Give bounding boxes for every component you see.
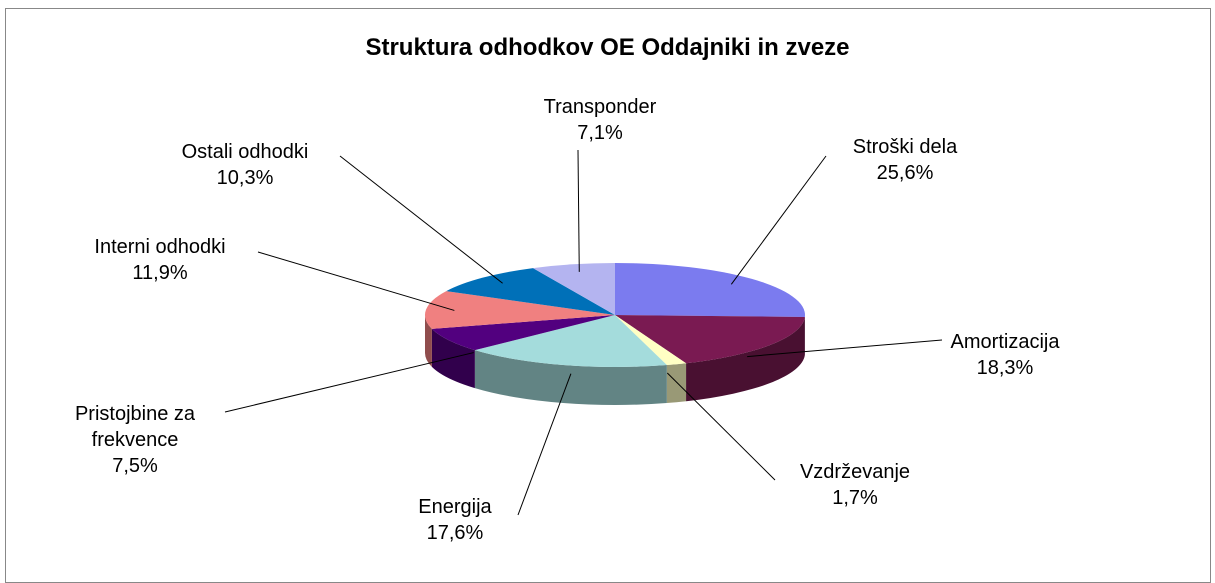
label-text: Vzdrževanje <box>800 459 910 485</box>
label-text: 7,5% <box>40 453 230 479</box>
label-text: Interni odhodki <box>94 234 225 260</box>
label-text: Pristojbine za frekvence <box>40 401 230 453</box>
label-text: 17,6% <box>418 520 491 546</box>
label-text: 25,6% <box>853 160 958 186</box>
label-text: 1,7% <box>800 485 910 511</box>
label-text: Amortizacija <box>951 329 1060 355</box>
label-text: Transponder <box>544 94 657 120</box>
label-text: 10,3% <box>182 165 309 191</box>
leader-line <box>578 150 579 272</box>
leader-line <box>258 252 454 310</box>
slice <box>615 263 805 317</box>
label-text: 18,3% <box>951 355 1060 381</box>
label-text: Stroški dela <box>853 134 958 160</box>
leader-line <box>225 353 474 412</box>
label-text: 7,1% <box>544 120 657 146</box>
leader-line <box>731 156 826 284</box>
label-text: 11,9% <box>94 260 225 286</box>
label-text: Ostali odhodki <box>182 139 309 165</box>
slice-side <box>667 363 686 403</box>
leader-line <box>340 156 503 283</box>
chart-title: Struktura odhodkov OE Oddajniki in zveze <box>0 34 1215 62</box>
label-text: Energija <box>418 494 491 520</box>
